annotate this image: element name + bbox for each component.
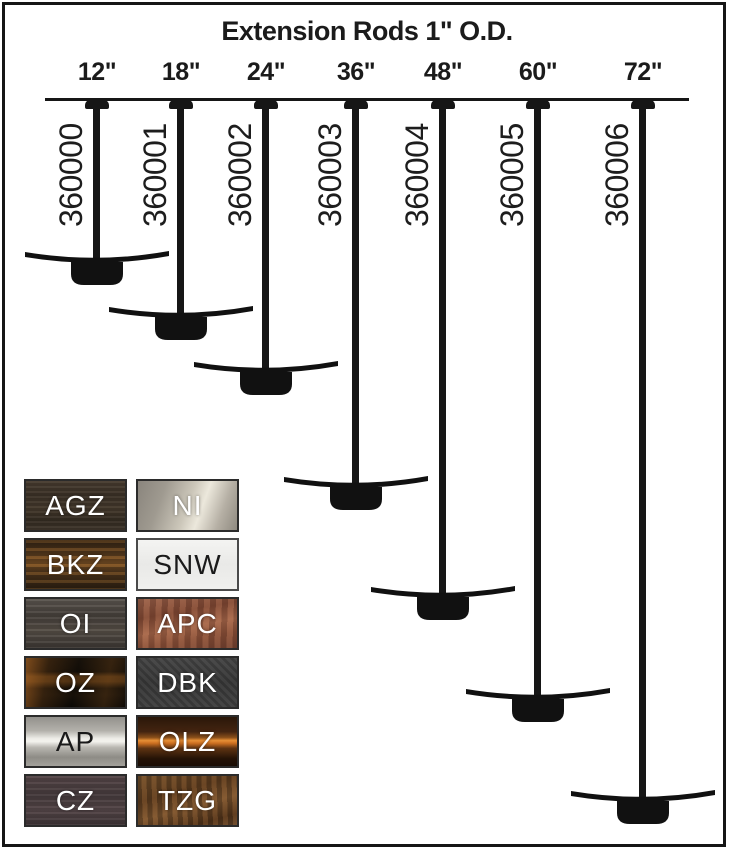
finish-swatch-snw: SNW (136, 538, 239, 591)
finish-swatch-oz: OZ (24, 656, 127, 709)
finish-code-label: AP (55, 725, 96, 757)
finish-code-label: AGZ (45, 489, 106, 521)
finish-code-label: OLZ (158, 725, 217, 757)
finish-code-label: OZ (55, 666, 96, 698)
finish-code-label: DBK (157, 666, 218, 698)
diagram-border (2, 2, 726, 847)
finish-swatch-olz: OLZ (136, 715, 239, 768)
finish-swatch-ni: NI (136, 479, 239, 532)
finish-swatch-ap: AP (24, 715, 127, 768)
finish-code-label: OI (59, 607, 92, 639)
finish-swatch-dbk: DBK (136, 656, 239, 709)
finish-swatch-apc: APC (136, 597, 239, 650)
finish-swatch-grid: AGZ NI BKZ SNW OI APC OZ DBK AP OLZ CZ (24, 479, 239, 827)
page-title: Extension Rods 1" O.D. (221, 16, 513, 46)
finish-code-label: BKZ (46, 548, 105, 580)
finish-code-label: NI (172, 489, 203, 521)
finish-swatch-tzg: TZG (136, 774, 239, 827)
finish-swatch-agz: AGZ (24, 479, 127, 532)
finish-swatch-cz: CZ (24, 774, 127, 827)
finish-code-label: APC (157, 607, 218, 639)
finish-swatch-bkz: BKZ (24, 538, 127, 591)
finish-code-label: TZG (158, 784, 217, 816)
finish-code-label: SNW (153, 548, 222, 580)
finish-swatch-oi: OI (24, 597, 127, 650)
finish-code-label: CZ (55, 784, 96, 816)
ceiling-line (45, 98, 689, 101)
